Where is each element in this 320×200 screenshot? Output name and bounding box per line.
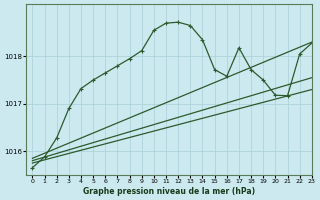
X-axis label: Graphe pression niveau de la mer (hPa): Graphe pression niveau de la mer (hPa) (83, 187, 255, 196)
